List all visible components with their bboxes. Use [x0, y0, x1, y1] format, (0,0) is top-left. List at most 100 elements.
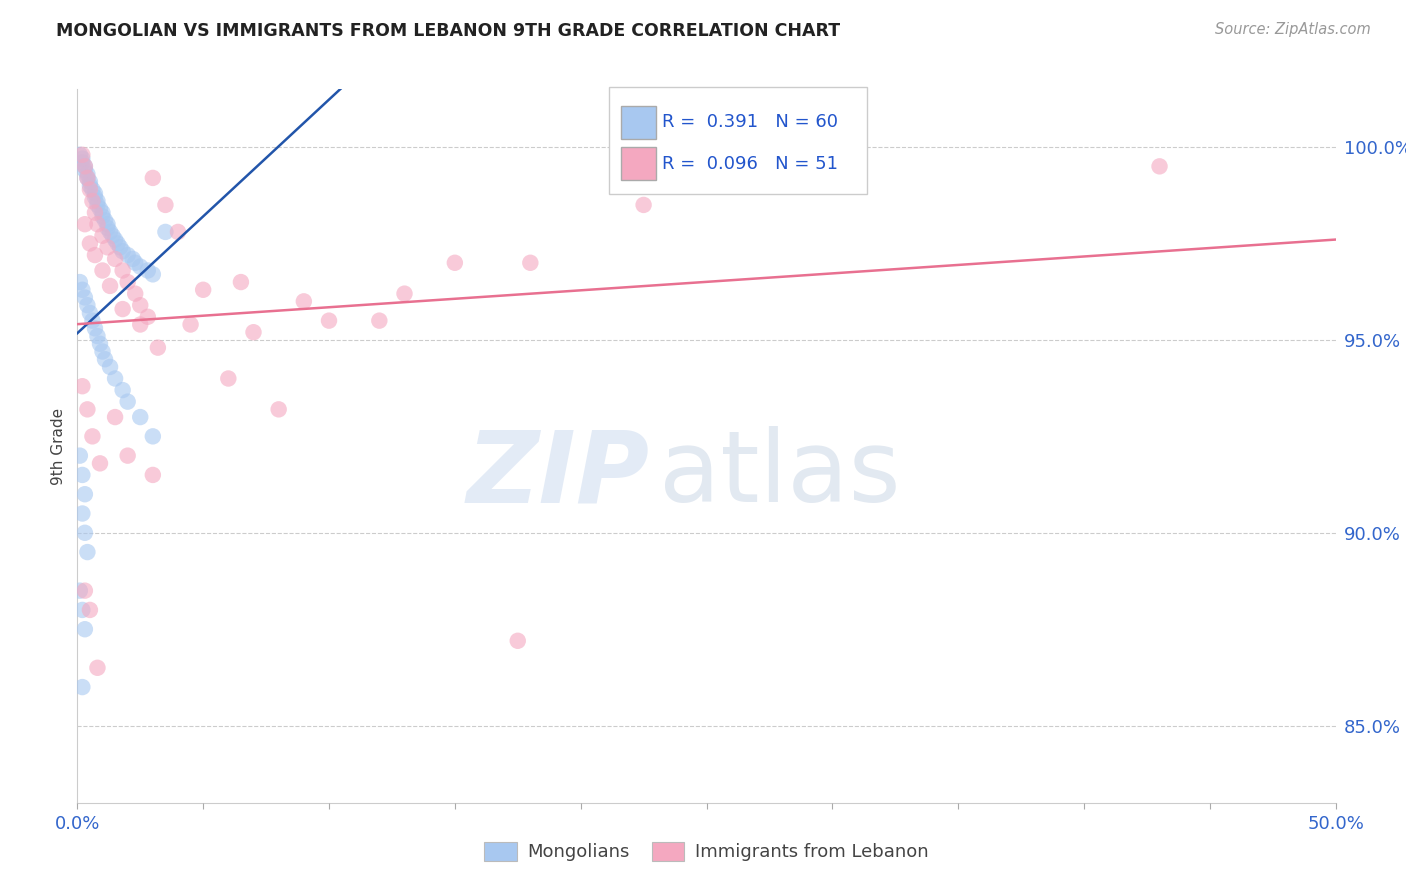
Point: [104, 410, 127, 425]
Point: [84, 205, 107, 219]
Point: [111, 244, 134, 259]
Point: [104, 371, 127, 385]
Text: atlas: atlas: [658, 426, 900, 523]
Point: [394, 286, 416, 301]
Point: [86, 217, 108, 231]
Point: [82, 182, 104, 196]
Point: [142, 467, 165, 482]
Point: [98, 359, 121, 374]
Point: [72, 507, 94, 521]
Text: MONGOLIAN VS IMMIGRANTS FROM LEBANON 9TH GRADE CORRELATION CHART: MONGOLIAN VS IMMIGRANTS FROM LEBANON 9TH…: [56, 22, 841, 40]
Point: [124, 256, 146, 270]
Point: [91, 344, 114, 359]
Point: [84, 248, 107, 262]
Text: R =  0.096   N = 51: R = 0.096 N = 51: [662, 154, 838, 173]
Point: [229, 275, 252, 289]
Point: [69, 449, 91, 463]
Point: [104, 252, 127, 266]
Point: [136, 263, 159, 277]
Point: [111, 383, 134, 397]
Point: [129, 298, 152, 312]
Point: [129, 318, 152, 332]
Point: [217, 371, 239, 385]
Point: [79, 603, 101, 617]
Point: [73, 159, 96, 173]
Point: [82, 194, 104, 208]
Point: [76, 402, 98, 417]
Legend: Mongolians, Immigrants from Lebanon: Mongolians, Immigrants from Lebanon: [477, 834, 936, 869]
Point: [72, 680, 94, 694]
Point: [129, 410, 152, 425]
Text: Source: ZipAtlas.com: Source: ZipAtlas.com: [1215, 22, 1371, 37]
Point: [79, 178, 101, 193]
Point: [121, 252, 143, 266]
Point: [86, 329, 108, 343]
Point: [96, 221, 118, 235]
Point: [82, 429, 104, 443]
Point: [76, 298, 98, 312]
Point: [72, 467, 94, 482]
Point: [117, 248, 139, 262]
Point: [84, 321, 107, 335]
Point: [1149, 159, 1171, 173]
Point: [79, 236, 101, 251]
Point: [107, 236, 129, 251]
Point: [101, 228, 124, 243]
Point: [91, 205, 114, 219]
Point: [84, 186, 107, 201]
Point: [73, 525, 96, 540]
Point: [155, 225, 177, 239]
Point: [96, 240, 118, 254]
Point: [267, 402, 290, 417]
Point: [519, 256, 541, 270]
Point: [91, 228, 114, 243]
Point: [180, 318, 202, 332]
Point: [444, 256, 467, 270]
Point: [96, 217, 118, 231]
Point: [124, 286, 146, 301]
Y-axis label: 9th Grade: 9th Grade: [51, 408, 66, 484]
Point: [91, 210, 114, 224]
Point: [84, 190, 107, 204]
Point: [136, 310, 159, 324]
Point: [89, 456, 111, 470]
Point: [73, 622, 96, 636]
Point: [72, 152, 94, 166]
Text: R =  0.391   N = 60: R = 0.391 N = 60: [662, 113, 838, 131]
Point: [89, 336, 111, 351]
Point: [142, 170, 165, 185]
Point: [72, 148, 94, 162]
Point: [167, 225, 190, 239]
Point: [292, 294, 315, 309]
Point: [73, 159, 96, 173]
Point: [98, 225, 121, 239]
Point: [72, 155, 94, 169]
Point: [98, 279, 121, 293]
Point: [89, 202, 111, 216]
Point: [506, 633, 529, 648]
Point: [72, 603, 94, 617]
Point: [72, 379, 94, 393]
Point: [111, 263, 134, 277]
Point: [73, 487, 96, 501]
Point: [73, 583, 96, 598]
Point: [155, 198, 177, 212]
Point: [242, 325, 264, 339]
Point: [86, 198, 108, 212]
Point: [69, 148, 91, 162]
Point: [368, 313, 391, 327]
Point: [76, 167, 98, 181]
Point: [117, 394, 139, 409]
Point: [73, 163, 96, 178]
Point: [73, 291, 96, 305]
Point: [76, 170, 98, 185]
Point: [94, 213, 117, 227]
Point: [69, 583, 91, 598]
Point: [318, 313, 340, 327]
Point: [108, 240, 131, 254]
Point: [117, 275, 139, 289]
Point: [191, 283, 215, 297]
Point: [633, 198, 655, 212]
Point: [73, 217, 96, 231]
Point: [79, 175, 101, 189]
